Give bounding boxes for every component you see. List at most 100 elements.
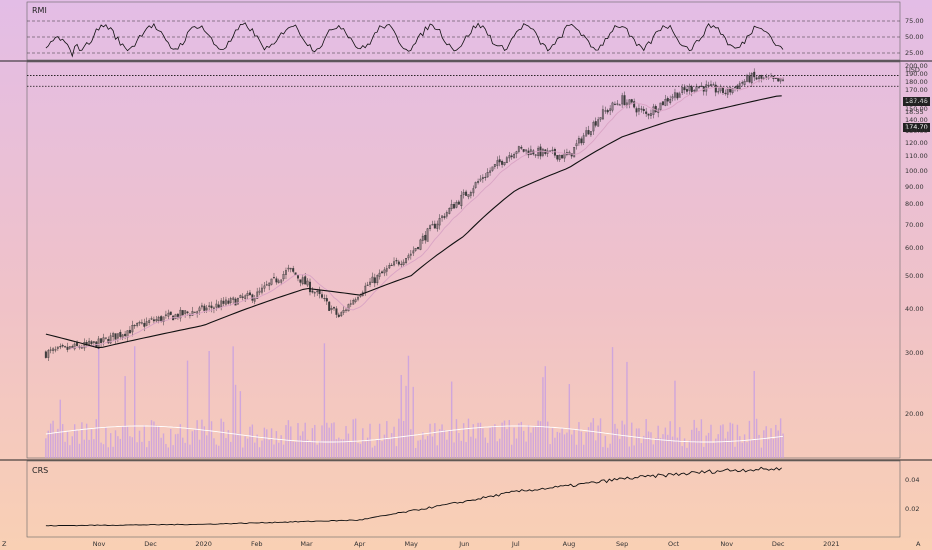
volume-bar xyxy=(628,446,631,458)
volume-bar xyxy=(755,418,758,458)
candle-body xyxy=(289,267,292,270)
candle-body xyxy=(328,301,331,311)
x-tick-label: May xyxy=(404,540,418,548)
volume-bar xyxy=(566,432,568,458)
volume-bar xyxy=(268,439,270,458)
volume-bar xyxy=(71,436,73,458)
volume-bar xyxy=(563,434,566,458)
candle-body xyxy=(621,95,624,105)
volume-bar xyxy=(398,418,400,458)
volume-bar xyxy=(105,427,107,458)
candle-body xyxy=(734,86,737,88)
candle-body xyxy=(160,316,163,322)
volume-bar xyxy=(109,433,112,458)
x-tick-label: Jul xyxy=(511,540,520,548)
candle-body xyxy=(167,312,170,317)
price-tick-label: 130.00 xyxy=(905,126,928,135)
candle-body xyxy=(224,299,227,305)
x-tick-label: 2020 xyxy=(195,540,212,548)
volume-bar xyxy=(177,433,179,458)
volume-bar xyxy=(66,431,69,458)
volume-bar xyxy=(450,381,453,458)
candle-body xyxy=(460,194,463,207)
volume-bar xyxy=(393,426,395,458)
volume-bar xyxy=(753,370,755,458)
volume-bar xyxy=(198,439,201,458)
candle-body xyxy=(654,105,657,113)
volume-bar xyxy=(179,424,182,458)
candle-body xyxy=(318,289,321,295)
volume-bar xyxy=(595,440,597,458)
volume-bar xyxy=(352,419,354,458)
volume-bar xyxy=(304,422,306,458)
volume-bar xyxy=(78,443,81,458)
candle-body xyxy=(556,154,559,160)
x-tick-label: Nov xyxy=(720,540,734,548)
volume-bar xyxy=(616,428,619,458)
volume-bar xyxy=(474,438,477,458)
price-tick-label: 80.00 xyxy=(905,200,924,209)
price-high-tag: 187.46 xyxy=(903,97,930,106)
volume-bar xyxy=(722,424,724,458)
candle-body xyxy=(340,312,343,317)
candle-body xyxy=(510,155,513,158)
x-tick-label: 2021 xyxy=(823,540,840,548)
candle-body xyxy=(693,90,696,92)
candle-body xyxy=(681,87,684,93)
candle-body xyxy=(582,135,585,143)
candle-body xyxy=(580,138,583,144)
volume-bar xyxy=(465,442,467,458)
volume-bar xyxy=(134,346,136,458)
candle-body xyxy=(774,77,777,79)
volume-bar xyxy=(124,376,126,458)
volume-bar xyxy=(609,443,611,458)
volume-bar xyxy=(189,444,191,458)
price-tick-label: 90.00 xyxy=(905,182,924,191)
volume-bar xyxy=(366,437,369,458)
volume-bar xyxy=(489,427,491,458)
volume-bar xyxy=(746,442,748,458)
corner-right-label[interactable]: A xyxy=(916,540,921,548)
candle-body xyxy=(676,92,679,99)
candle-body xyxy=(731,88,734,93)
candle-body xyxy=(128,329,131,334)
candle-body xyxy=(443,216,446,218)
candle-body xyxy=(453,204,456,209)
volume-bar xyxy=(395,446,398,458)
candle-body xyxy=(690,86,693,92)
price-low-tag: 174.70 xyxy=(903,123,930,132)
corner-left-label[interactable]: Z xyxy=(2,540,7,548)
volume-bar xyxy=(729,422,731,458)
volume-bar xyxy=(748,420,751,458)
crs-pane xyxy=(45,466,782,527)
volume-bar xyxy=(249,426,251,458)
volume-bar xyxy=(407,355,410,458)
volume-bar xyxy=(503,420,506,458)
volume-bar xyxy=(688,440,691,458)
volume-bar xyxy=(371,447,374,458)
candle-body xyxy=(378,272,381,277)
candle-body xyxy=(292,268,295,272)
volume-bar xyxy=(607,447,609,458)
volume-bar xyxy=(693,419,695,458)
candle-body xyxy=(227,300,230,304)
candle-body xyxy=(92,341,95,343)
volume-bar xyxy=(453,442,455,458)
volume-bar xyxy=(160,437,162,458)
candle-body xyxy=(724,92,727,94)
candle-body xyxy=(496,160,499,166)
candle-body xyxy=(157,316,160,322)
volume-bar xyxy=(290,426,292,458)
volume-bar xyxy=(359,443,362,458)
volume-bar xyxy=(239,391,242,458)
candle-body xyxy=(729,87,732,93)
volume-bar xyxy=(530,432,532,458)
volume-bar xyxy=(162,433,165,458)
volume-bar xyxy=(580,431,583,458)
candle-body xyxy=(685,89,688,92)
volume-bar xyxy=(631,422,633,458)
candle-body xyxy=(597,119,600,127)
volume-bar xyxy=(129,436,131,458)
